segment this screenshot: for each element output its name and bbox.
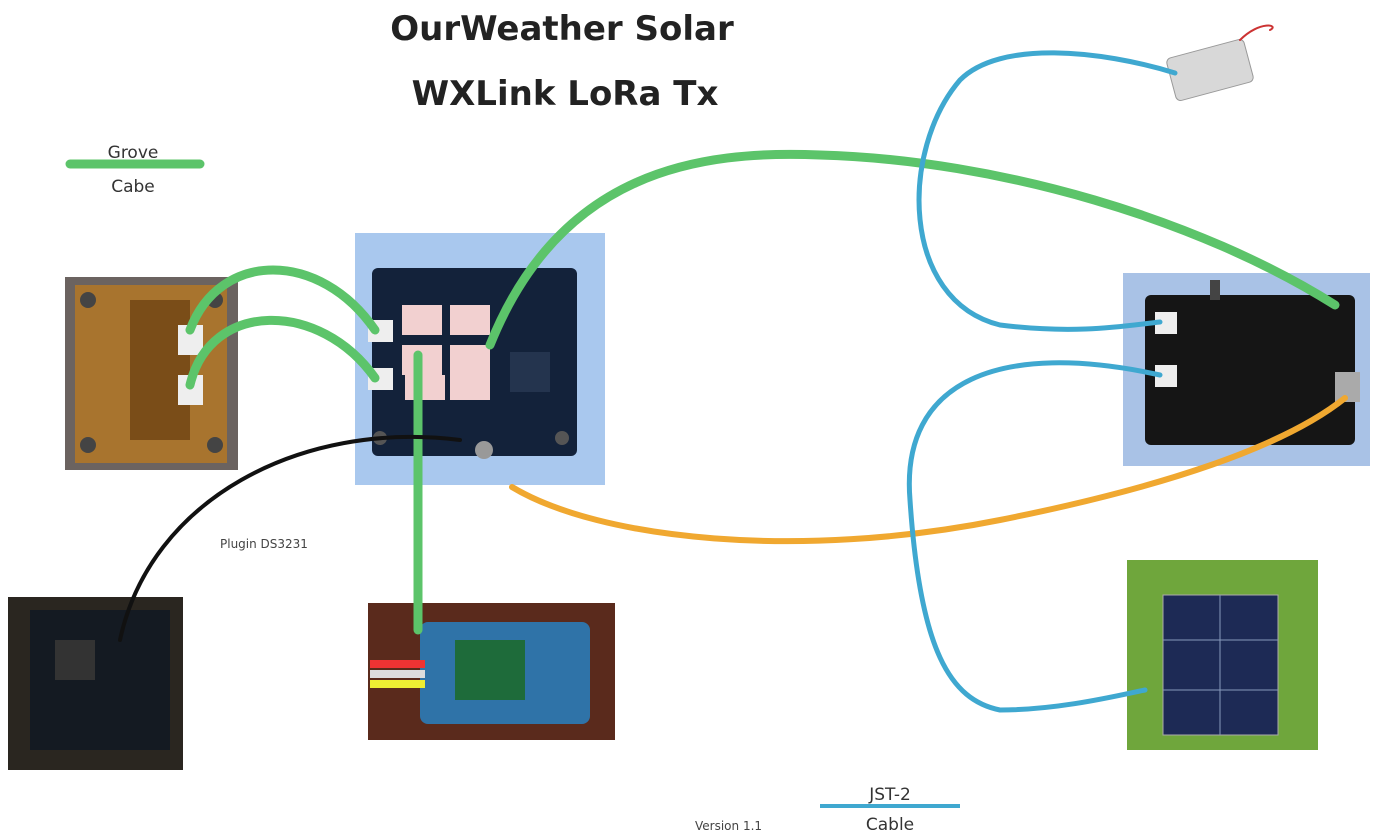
annotation: Plugin DS3231 — [220, 537, 308, 551]
title-line: OurWeather Solar — [390, 9, 734, 49]
component-rtc-board — [8, 597, 183, 770]
component-solar-panel — [1127, 560, 1318, 750]
legend-label: JST-2 — [868, 785, 911, 805]
component-battery — [1166, 26, 1273, 102]
component-wxlink-board — [368, 603, 615, 740]
diagram-canvas: OurWeather Solar WXLink LoRa Tx Grove Ca… — [0, 0, 1388, 838]
legend-label: Cable — [866, 815, 914, 835]
title-line: WXLink LoRa Tx — [412, 74, 719, 114]
component-center-board — [355, 233, 605, 485]
component-left-board — [65, 277, 238, 470]
legend-label: Grove — [108, 143, 159, 163]
annotation: Version 1.1 — [695, 819, 762, 833]
legend-label: Cabe — [111, 177, 155, 197]
diagram: OurWeather Solar WXLink LoRa Tx Grove Ca… — [0, 0, 1388, 838]
